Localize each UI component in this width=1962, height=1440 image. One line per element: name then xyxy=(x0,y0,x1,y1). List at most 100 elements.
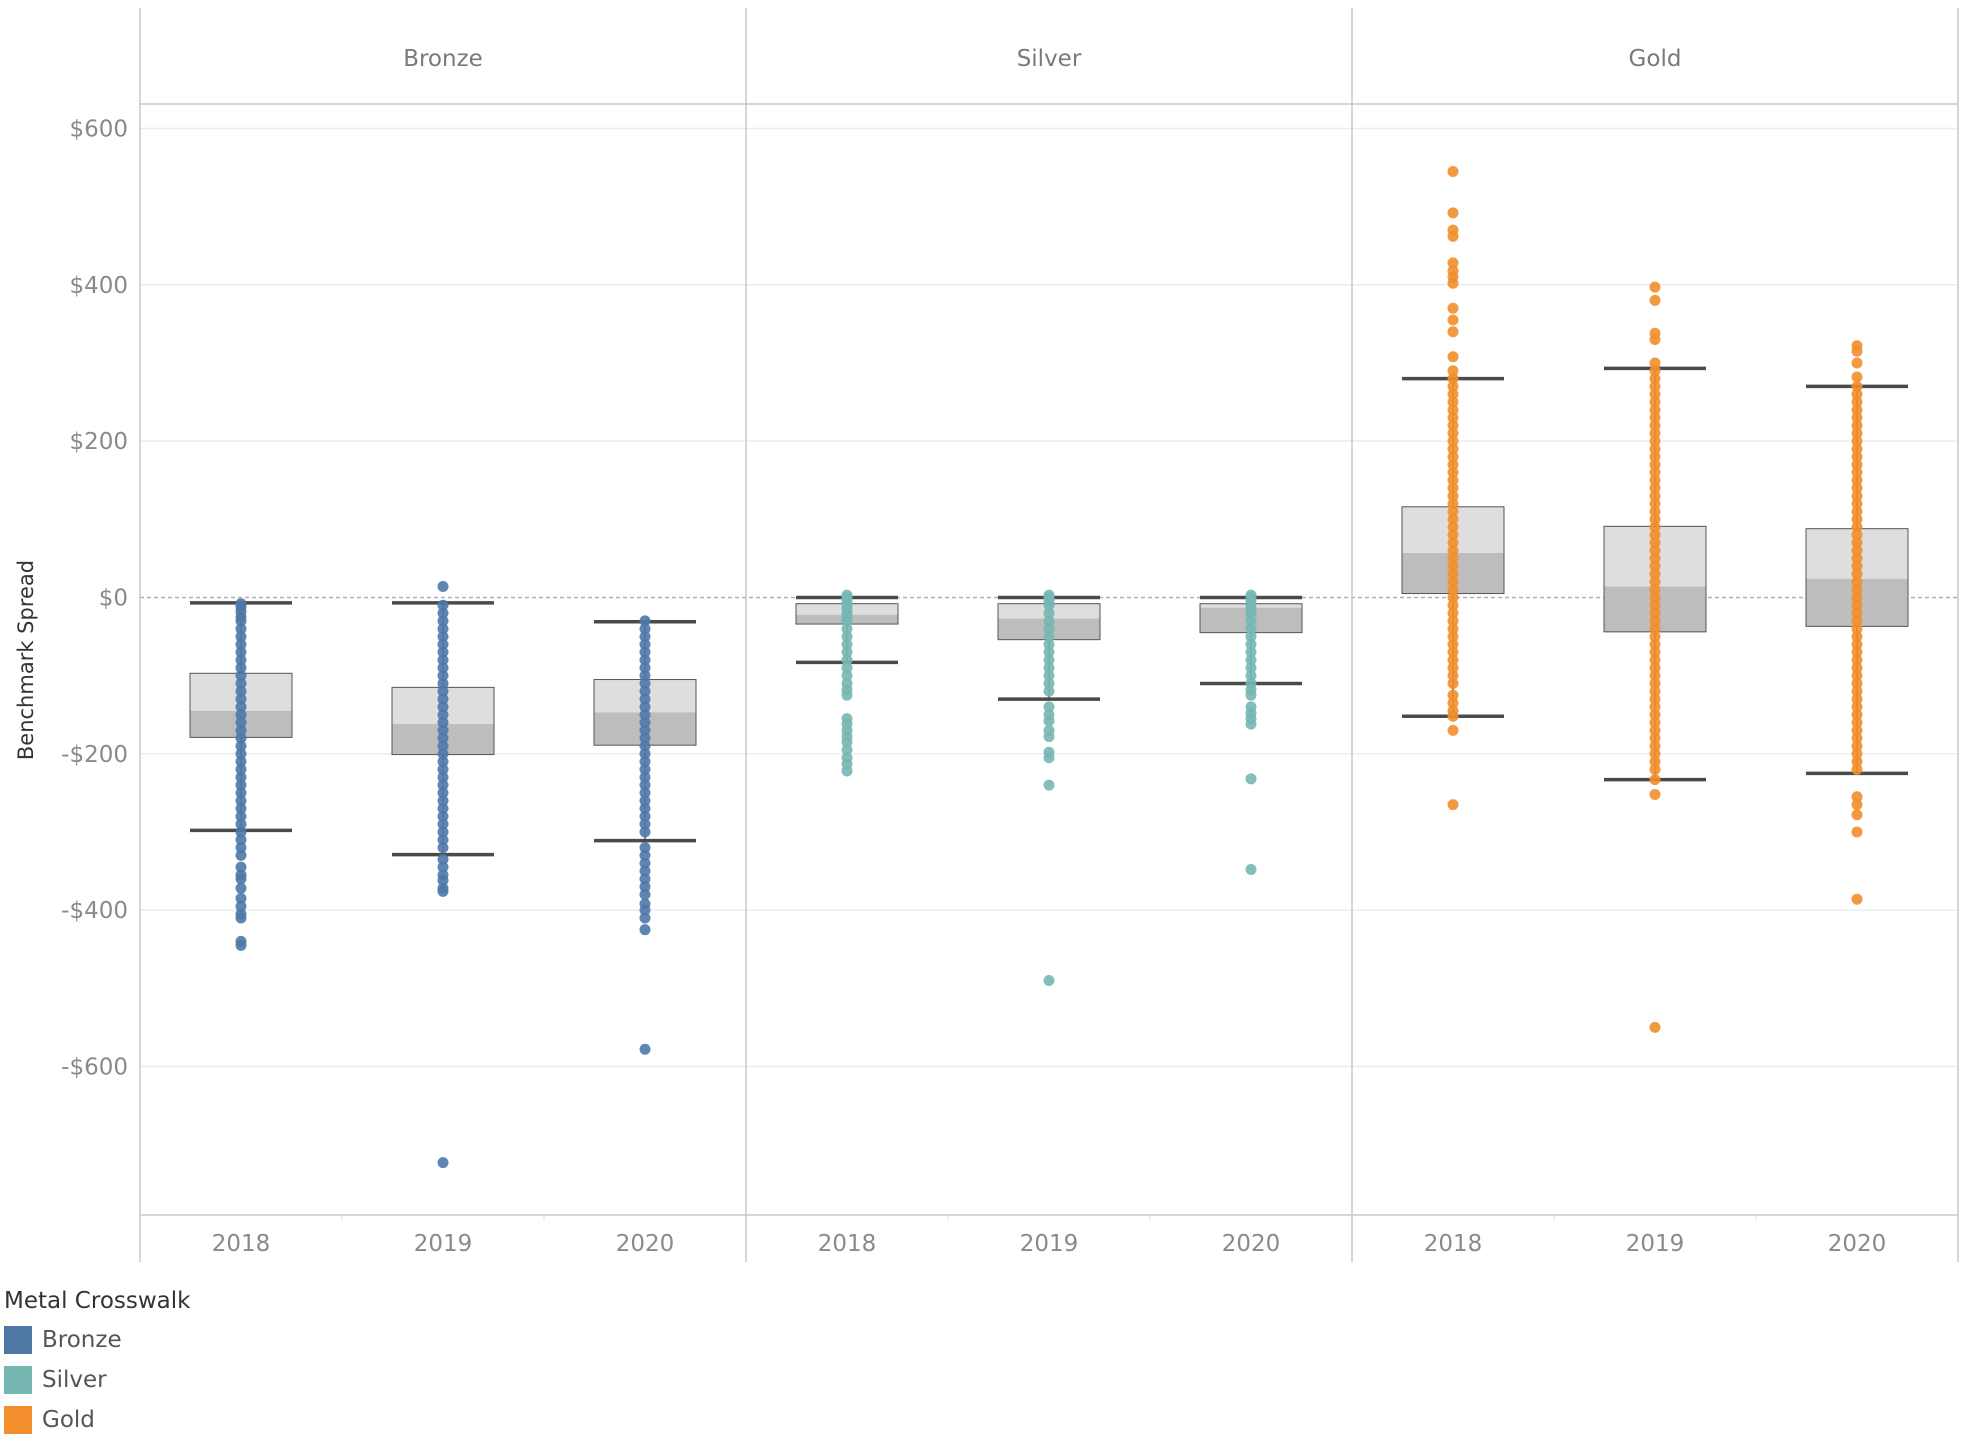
data-point xyxy=(437,638,449,650)
data-point xyxy=(1851,505,1863,517)
data-point xyxy=(1649,451,1661,463)
legend-swatch-silver xyxy=(4,1366,32,1394)
data-point xyxy=(437,861,449,873)
data-point xyxy=(1649,412,1661,424)
x-tick-label: 2020 xyxy=(1222,1231,1281,1257)
data-point xyxy=(639,654,651,666)
data-point xyxy=(1649,334,1661,346)
data-point xyxy=(1649,294,1661,306)
x-axis: 2018 2019 2020 2018 2019 2020 2018 2019 2020 xyxy=(212,1215,1886,1257)
data-point xyxy=(235,810,247,822)
data-point xyxy=(1649,670,1661,682)
data-point xyxy=(1447,631,1459,643)
data-point xyxy=(1043,615,1055,627)
data-point xyxy=(1447,615,1459,627)
data-point xyxy=(1447,482,1459,494)
data-point xyxy=(235,779,247,791)
data-point xyxy=(639,717,651,729)
data-point xyxy=(437,581,449,593)
data-point xyxy=(1245,638,1257,650)
data-point xyxy=(841,689,853,701)
data-point xyxy=(841,654,853,666)
data-point xyxy=(639,615,651,627)
panel-title: Silver xyxy=(1017,46,1082,72)
data-point xyxy=(841,744,853,756)
data-point xyxy=(437,670,449,682)
data-point xyxy=(1447,314,1459,326)
data-point xyxy=(841,615,853,627)
data-point xyxy=(1851,404,1863,416)
legend-item-bronze[interactable]: Bronze xyxy=(4,1320,190,1360)
data-point xyxy=(639,623,651,635)
data-point xyxy=(1851,474,1863,486)
data-point xyxy=(1851,584,1863,596)
data-point xyxy=(1851,732,1863,744)
data-point xyxy=(639,795,651,807)
data-point xyxy=(841,646,853,658)
data-point xyxy=(639,756,651,768)
data-point xyxy=(1649,474,1661,486)
data-point xyxy=(1447,427,1459,439)
data-point xyxy=(1447,451,1459,463)
data-point xyxy=(639,803,651,815)
data-point xyxy=(437,748,449,760)
data-point xyxy=(841,662,853,674)
data-point xyxy=(437,810,449,822)
data-point xyxy=(1447,230,1459,242)
data-point xyxy=(1043,646,1055,658)
data-point xyxy=(235,615,247,627)
x-tick-label: 2018 xyxy=(212,1231,271,1257)
panel-title: Bronze xyxy=(403,46,483,72)
data-point xyxy=(1851,498,1863,510)
data-point xyxy=(1043,607,1055,619)
data-point xyxy=(1447,662,1459,674)
data-point xyxy=(1851,662,1863,674)
data-point xyxy=(1649,685,1661,697)
data-point xyxy=(1851,490,1863,502)
legend-item-gold[interactable]: Gold xyxy=(4,1400,190,1440)
data-point xyxy=(1649,748,1661,760)
data-point xyxy=(1245,631,1257,643)
legend-item-silver[interactable]: Silver xyxy=(4,1360,190,1400)
data-point xyxy=(235,662,247,674)
data-point xyxy=(1447,584,1459,596)
data-point xyxy=(1649,357,1661,369)
data-point xyxy=(1649,545,1661,557)
panel-headers: Bronze Silver Gold xyxy=(403,46,1681,72)
data-point xyxy=(437,709,449,721)
data-point xyxy=(1447,513,1459,525)
data-point xyxy=(437,795,449,807)
data-point xyxy=(235,842,247,854)
data-point xyxy=(1649,677,1661,689)
data-point xyxy=(1245,623,1257,635)
data-point xyxy=(1447,277,1459,289)
data-point xyxy=(1447,568,1459,580)
data-point xyxy=(1447,396,1459,408)
data-point xyxy=(437,631,449,643)
data-point xyxy=(639,787,651,799)
data-point xyxy=(235,861,247,873)
data-point xyxy=(1649,388,1661,400)
data-point xyxy=(639,701,651,713)
data-point xyxy=(235,912,247,924)
data-point xyxy=(841,736,853,748)
data-point xyxy=(1649,717,1661,729)
data-point xyxy=(235,724,247,736)
data-point xyxy=(1851,799,1863,811)
y-tick-label: -$600 xyxy=(61,1054,128,1080)
x-tick-label: 2019 xyxy=(1020,1231,1079,1257)
data-point xyxy=(1649,281,1661,293)
data-point xyxy=(1851,791,1863,803)
data-point xyxy=(639,849,651,861)
data-point xyxy=(639,857,651,869)
data-point xyxy=(639,740,651,752)
data-point xyxy=(841,765,853,777)
data-point xyxy=(841,631,853,643)
data-point xyxy=(1447,724,1459,736)
data-point xyxy=(1649,599,1661,611)
data-point xyxy=(235,670,247,682)
data-point xyxy=(639,818,651,830)
data-point xyxy=(1649,560,1661,572)
data-point xyxy=(1851,724,1863,736)
data-point xyxy=(1851,740,1863,752)
